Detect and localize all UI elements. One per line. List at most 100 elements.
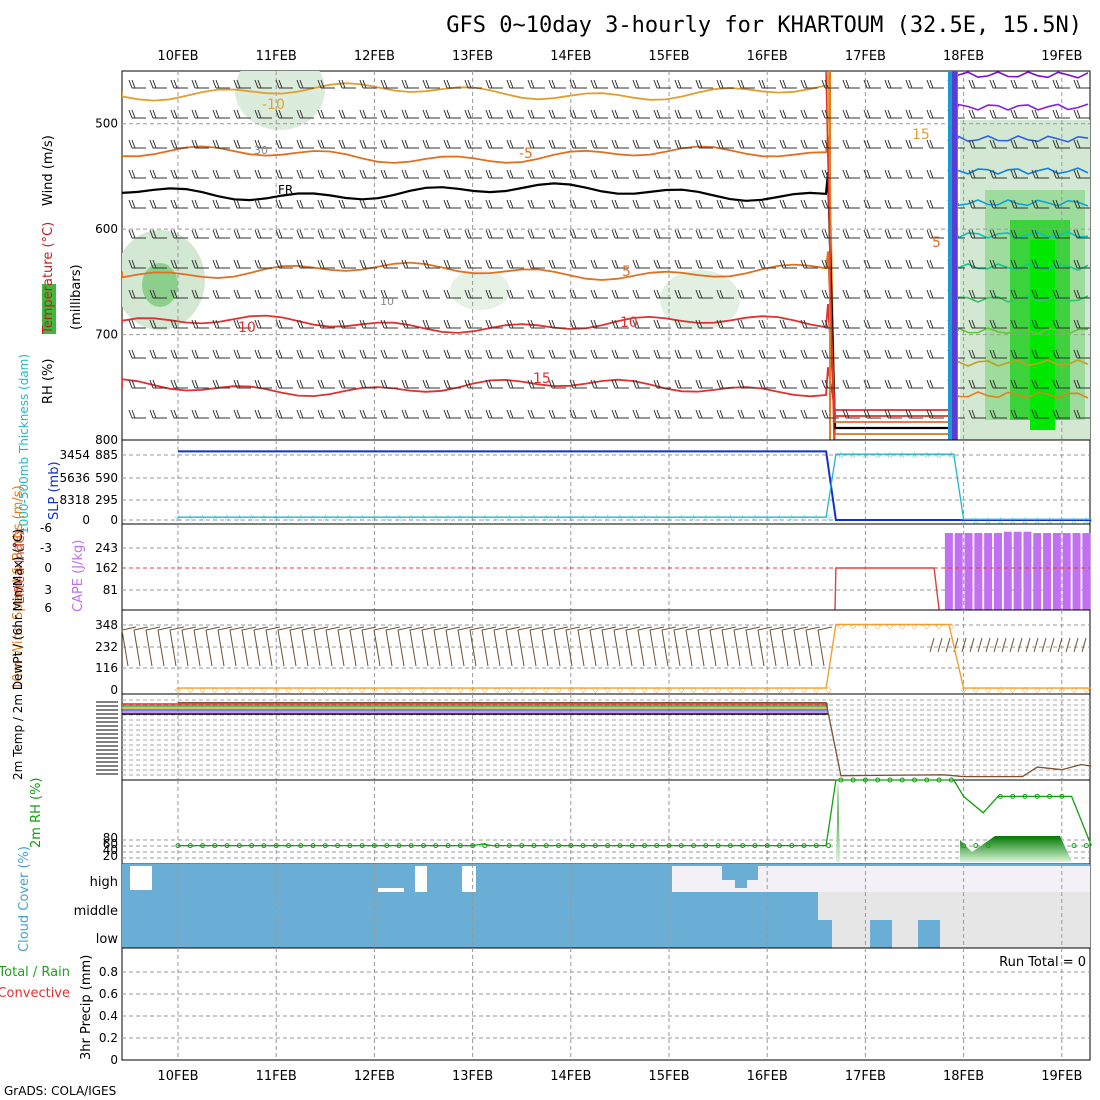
wind-barb bbox=[275, 259, 293, 269]
wind-barb bbox=[443, 289, 461, 299]
temperature-contour bbox=[122, 251, 950, 423]
wind-barb bbox=[359, 109, 377, 119]
wind-barb bbox=[905, 349, 923, 359]
wind-barb bbox=[359, 319, 377, 329]
rh-marker bbox=[335, 843, 341, 849]
wind10m-barb bbox=[961, 637, 967, 653]
wind-barb bbox=[695, 169, 713, 179]
wind-barb bbox=[611, 139, 629, 149]
wind-barb bbox=[758, 229, 776, 239]
wind-barb bbox=[926, 409, 944, 419]
rh-marker bbox=[912, 777, 917, 783]
wind-barb bbox=[695, 349, 713, 359]
wind-barb bbox=[590, 139, 608, 149]
wind-barb bbox=[1010, 169, 1028, 179]
wind-barb bbox=[443, 349, 461, 359]
rh-marker bbox=[715, 843, 721, 849]
date-label-top: 18FEB bbox=[943, 49, 984, 64]
wind-barb bbox=[380, 109, 398, 119]
wind-barb bbox=[779, 409, 797, 419]
wind-barb bbox=[422, 229, 440, 239]
wind-barb bbox=[1052, 289, 1070, 299]
wind-barb bbox=[716, 349, 734, 359]
wind-barb bbox=[317, 169, 335, 179]
wind-barb bbox=[254, 319, 272, 329]
wind-barb bbox=[716, 199, 734, 209]
wind-barb bbox=[1052, 229, 1070, 239]
wind-barb bbox=[485, 289, 503, 299]
rh-marker bbox=[445, 843, 451, 849]
wind-barb bbox=[737, 379, 755, 389]
wind-barb bbox=[569, 139, 587, 149]
wind-barb bbox=[233, 229, 251, 239]
wind-barb bbox=[653, 79, 671, 89]
wind10m-barb bbox=[289, 626, 305, 667]
wind-barb bbox=[695, 409, 713, 419]
wind-barb bbox=[1052, 349, 1070, 359]
wind-barb bbox=[128, 379, 146, 389]
wind-barb bbox=[380, 169, 398, 179]
wind10m-barb bbox=[937, 637, 943, 653]
wind-marker: ◇ bbox=[1083, 685, 1090, 694]
wind-barb bbox=[401, 379, 419, 389]
wind-barb bbox=[674, 259, 692, 269]
lifted-index-label: Lifted Index bbox=[13, 527, 28, 604]
cloud-label: Cloud Cover (%) bbox=[17, 846, 32, 952]
rh-marker bbox=[519, 843, 525, 849]
wind-barb bbox=[653, 409, 671, 419]
cloud-patch bbox=[870, 920, 892, 948]
wind-barb bbox=[926, 319, 944, 329]
wind-barb bbox=[758, 379, 776, 389]
rh-marker bbox=[1059, 793, 1065, 799]
wind10m-barb bbox=[1041, 637, 1047, 653]
wind-barb bbox=[737, 169, 755, 179]
rh-marker bbox=[961, 843, 967, 849]
wind-barb bbox=[212, 169, 230, 179]
wind-barb bbox=[821, 169, 839, 179]
wind-barb bbox=[863, 139, 881, 149]
rh-marker bbox=[838, 777, 844, 783]
wind-barb bbox=[926, 79, 944, 89]
wind-marker: ◇ bbox=[875, 621, 882, 630]
wind-barb bbox=[212, 259, 230, 269]
thickness-marker: ☆ bbox=[763, 514, 771, 524]
tick-label: 0 bbox=[44, 561, 52, 575]
wind-barb bbox=[527, 109, 545, 119]
wind10m-barb bbox=[457, 626, 473, 667]
wind-marker: ◇ bbox=[199, 685, 206, 694]
wind10m-barb bbox=[601, 626, 617, 667]
wind-barb bbox=[275, 139, 293, 149]
thickness-marker: ☆ bbox=[297, 514, 305, 524]
wind-barb bbox=[254, 409, 272, 419]
cape-bar bbox=[1003, 531, 1012, 610]
wind-barb bbox=[548, 319, 566, 329]
wind-barb bbox=[296, 79, 314, 89]
wind-barb bbox=[359, 169, 377, 179]
wind-barb bbox=[611, 319, 629, 329]
vertical-contour bbox=[825, 71, 835, 440]
wind-barb bbox=[422, 319, 440, 329]
tick-label: 800 bbox=[95, 433, 118, 447]
wind-barb bbox=[674, 79, 692, 89]
wind10m-barb bbox=[1017, 637, 1023, 653]
wind-barb bbox=[338, 199, 356, 209]
thickness-marker: ☆ bbox=[444, 514, 452, 524]
wind-barb bbox=[359, 199, 377, 209]
wind-marker: ◇ bbox=[249, 685, 256, 694]
rh-marker bbox=[703, 843, 709, 849]
thickness-marker: ☆ bbox=[726, 514, 734, 524]
wind-barb bbox=[170, 379, 188, 389]
wind-barb bbox=[569, 349, 587, 359]
thickness-marker: ☆ bbox=[518, 514, 526, 524]
thickness-marker: ☆ bbox=[640, 514, 648, 524]
wind-barb bbox=[905, 379, 923, 389]
date-label-top: 13FEB bbox=[452, 49, 493, 64]
wind-barb bbox=[296, 289, 314, 299]
wind-barb bbox=[674, 409, 692, 419]
wind-barb bbox=[758, 319, 776, 329]
wind-barb bbox=[380, 319, 398, 329]
wind-barb bbox=[422, 379, 440, 389]
wind10m-barb bbox=[361, 626, 377, 667]
wind-barb bbox=[191, 229, 209, 239]
thickness-marker: ☆ bbox=[542, 514, 550, 524]
